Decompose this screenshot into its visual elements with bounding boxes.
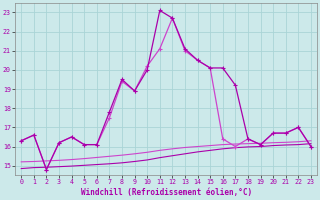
X-axis label: Windchill (Refroidissement éolien,°C): Windchill (Refroidissement éolien,°C)	[81, 188, 252, 197]
